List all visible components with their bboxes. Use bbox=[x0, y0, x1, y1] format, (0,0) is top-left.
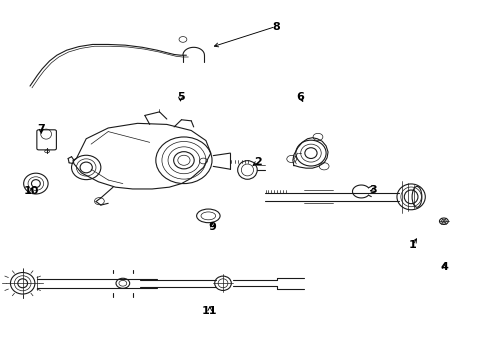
Text: 10: 10 bbox=[24, 186, 39, 197]
Text: 1: 1 bbox=[409, 240, 416, 250]
Text: 2: 2 bbox=[254, 157, 262, 167]
Text: 3: 3 bbox=[369, 185, 377, 195]
Text: 7: 7 bbox=[37, 124, 45, 134]
Text: 4: 4 bbox=[441, 262, 448, 272]
Text: 5: 5 bbox=[177, 92, 184, 102]
Text: 6: 6 bbox=[296, 92, 304, 102]
Text: 8: 8 bbox=[272, 22, 280, 32]
Text: 9: 9 bbox=[208, 222, 216, 231]
Text: 11: 11 bbox=[202, 306, 218, 316]
